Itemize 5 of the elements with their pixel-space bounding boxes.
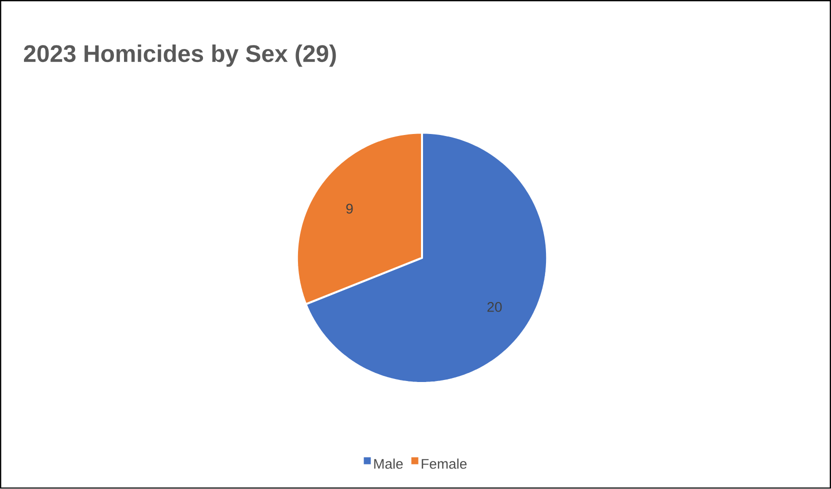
- legend-label: Female: [422, 458, 467, 469]
- chart-title: 2023 Homicides by Sex (29): [24, 44, 336, 67]
- data-label: 20: [487, 302, 502, 312]
- legend-label: Male: [374, 458, 403, 469]
- data-label: 9: [346, 204, 353, 214]
